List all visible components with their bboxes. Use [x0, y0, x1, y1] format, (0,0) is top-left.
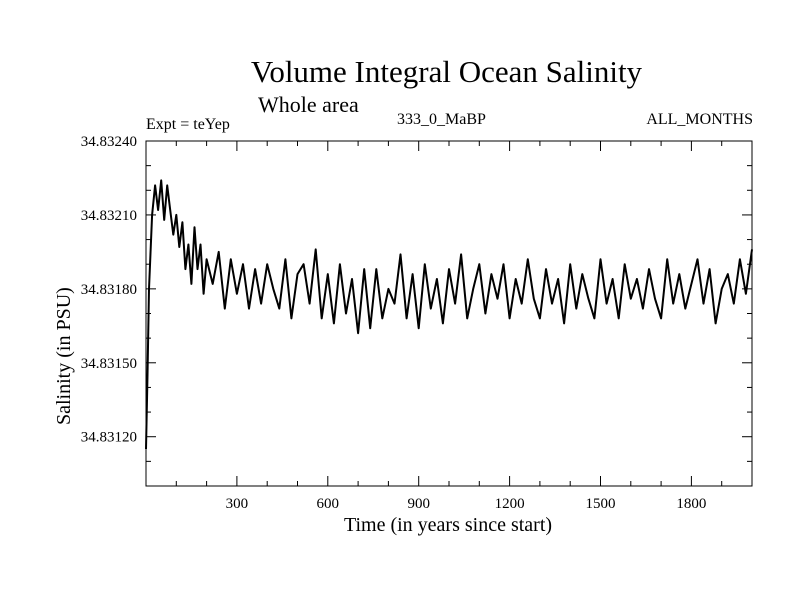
x-tick-label: 1500 — [586, 496, 616, 512]
y-tick-label: 34.83120 — [81, 430, 137, 446]
x-tick-label: 900 — [407, 496, 430, 512]
chart-title: Volume Integral Ocean Salinity — [250, 54, 643, 89]
period-label: 333_0_MaBP — [397, 111, 486, 128]
y-tick-label: 34.83240 — [81, 134, 137, 150]
x-axis-label: Time (in years since start) — [343, 514, 553, 536]
x-tick-label: 300 — [226, 496, 249, 512]
y-tick-label: 34.83210 — [81, 208, 137, 224]
months-label: ALL_MONTHS — [646, 111, 753, 128]
series-line-salinity — [145, 179, 753, 450]
experiment-label: Expt = teYep — [146, 116, 230, 133]
x-tick-label: 1800 — [676, 496, 706, 512]
y-tick-label: 34.83150 — [81, 356, 137, 372]
y-tick-label: 34.83180 — [81, 282, 137, 298]
x-tick-label: 600 — [317, 496, 340, 512]
tick-labels: 300 600 900 1200 1500 1800 34.83120 34.83150 34.… — [81, 134, 707, 512]
x-tick-label: 1200 — [495, 496, 525, 512]
chart-subtitle: Whole area — [258, 92, 359, 117]
